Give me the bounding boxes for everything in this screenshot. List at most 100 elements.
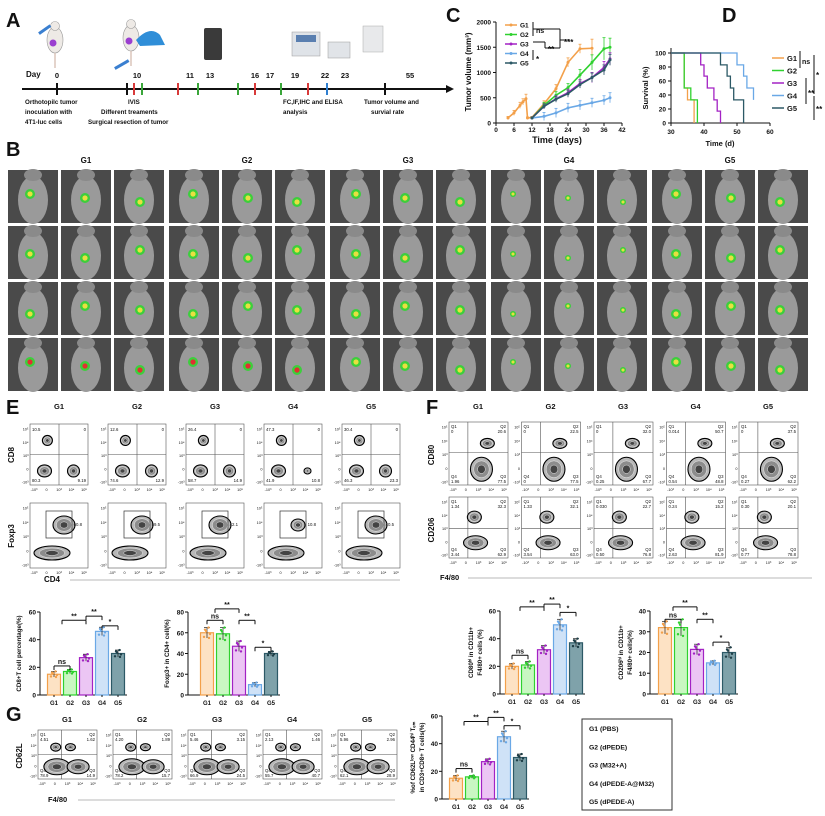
data-point-G4 — [578, 103, 582, 107]
y-tick-label: 40 — [431, 741, 439, 748]
flow-x-tick: 10⁴ — [77, 782, 83, 786]
flow-y-tick: 0 — [735, 467, 737, 471]
y-tick-label: 20 — [659, 107, 667, 114]
x-tick-label: 42 — [618, 127, 626, 134]
data-point-G2 — [566, 86, 570, 90]
data-point-G1 — [506, 116, 510, 120]
flow-x-tick: 0 — [279, 571, 281, 575]
flow-x-tick: 10⁴ — [381, 488, 387, 492]
data-point — [729, 656, 733, 659]
data-point — [113, 655, 117, 658]
flow-x-tick: -10³ — [39, 782, 46, 786]
group-header: G2 — [242, 156, 253, 165]
mouse-silhouette-head — [346, 281, 364, 293]
x-tick-label: G5 — [516, 805, 525, 811]
data-point — [203, 628, 207, 631]
flow-y-tick: 10³ — [106, 754, 112, 758]
gate-value: 10.8 — [308, 522, 317, 527]
bioluminescence-core — [245, 255, 251, 261]
contour-inner — [544, 514, 550, 520]
flow-x-tick: 10⁴ — [633, 488, 639, 492]
flow-y-tick: -10³ — [330, 775, 337, 779]
flow-y-tick: 10⁴ — [181, 744, 187, 748]
bar-G5 — [512, 756, 528, 800]
day-number: 55 — [406, 71, 414, 80]
sig-label: ** — [682, 600, 688, 607]
data-point — [87, 657, 91, 660]
data-point — [54, 670, 57, 673]
y-axis-title: F4/80+ cells (%) — [477, 629, 484, 675]
y-tick-label: 2000 — [477, 20, 492, 27]
data-point — [240, 646, 244, 649]
flow-y-tick: 0 — [445, 540, 447, 544]
quadrant-name: Q3 — [645, 547, 651, 552]
x-tick-label: 24 — [564, 127, 572, 134]
y-tick-label: 40 — [29, 637, 37, 644]
flow-x-tick: 10³ — [290, 488, 296, 492]
flow-x-tick: 0 — [537, 561, 539, 565]
contour-inner — [353, 468, 360, 474]
group-header: G3 — [618, 402, 628, 411]
y-axis-title: in CD3+CD8+ T cells(%) — [419, 723, 426, 793]
legend-marker — [509, 23, 513, 27]
flow-y-tick: 10⁵ — [106, 734, 112, 738]
quadrant-value: 74.6 — [110, 478, 119, 483]
legend-label: G3 — [520, 42, 529, 49]
x-axis-title: Time (days) — [532, 135, 582, 145]
data-point-G5 — [530, 116, 534, 120]
sig-label: ** — [71, 613, 77, 620]
bioluminescence-core — [137, 247, 143, 253]
flow-y-tick: -10³ — [178, 564, 185, 568]
mouse-silhouette — [715, 288, 745, 336]
flow-x-tick: 10⁵ — [501, 488, 507, 492]
contour-inner — [123, 550, 137, 556]
group-header: G4 — [690, 402, 701, 411]
flow-x-tick: 10⁴ — [778, 488, 784, 492]
quadrant-value: 76.8 — [643, 552, 652, 557]
data-point — [489, 761, 493, 764]
quadrant-value: 77.5 — [570, 479, 579, 484]
mouse-silhouette-head — [291, 225, 309, 237]
data-point — [523, 666, 527, 669]
mouse-silhouette-head — [399, 337, 417, 349]
flow-y-tick: 10⁴ — [101, 441, 107, 445]
y-axis-title: Tumor volume (mm³) — [464, 32, 473, 111]
flow-y-tick: 10⁴ — [31, 744, 37, 748]
contour-inner — [71, 468, 76, 474]
data-point — [451, 779, 455, 782]
sig-label: ** — [549, 597, 555, 604]
flow-y-tick: -10³ — [100, 564, 107, 568]
x-tick-label: G2 — [219, 701, 228, 707]
x-tick-label: G1 — [452, 805, 461, 811]
flow-y-tick: 0 — [34, 764, 36, 768]
flow-y-tick: 10³ — [442, 527, 448, 531]
mouse-silhouette — [232, 288, 262, 336]
quadrant-value: 0 — [741, 429, 744, 434]
sig-label: ** — [473, 715, 479, 722]
x-tick-label: 60 — [766, 129, 774, 136]
group-header: G5 — [366, 402, 376, 411]
flow-x-tick: 10⁴ — [303, 571, 309, 575]
mouse-silhouette — [285, 232, 315, 280]
treatments-text: Different treaments — [101, 109, 158, 116]
quadrant-name: Q4 — [190, 768, 196, 773]
data-point — [484, 758, 488, 762]
quadrant-value: 22.7 — [643, 504, 652, 509]
bioluminescence-core — [621, 308, 625, 312]
flow-y-tick: -10³ — [334, 564, 341, 568]
data-point — [102, 634, 106, 637]
bar-G5 — [263, 652, 279, 696]
flow-y-tick: 10⁵ — [179, 507, 185, 511]
flow-x-tick: 0 — [45, 488, 47, 492]
bioluminescence-core — [402, 195, 408, 201]
mouse-silhouette-head — [452, 281, 470, 293]
x-tick-label: G5 — [267, 701, 276, 707]
contour-inner — [688, 540, 698, 546]
data-point — [472, 774, 475, 777]
gate-box — [201, 510, 229, 539]
data-point — [678, 623, 682, 626]
quadrant-value: 67.7 — [643, 479, 652, 484]
legend-marker — [509, 42, 513, 46]
flow-y-tick: -10³ — [441, 554, 448, 558]
day-number: 13 — [206, 71, 214, 80]
